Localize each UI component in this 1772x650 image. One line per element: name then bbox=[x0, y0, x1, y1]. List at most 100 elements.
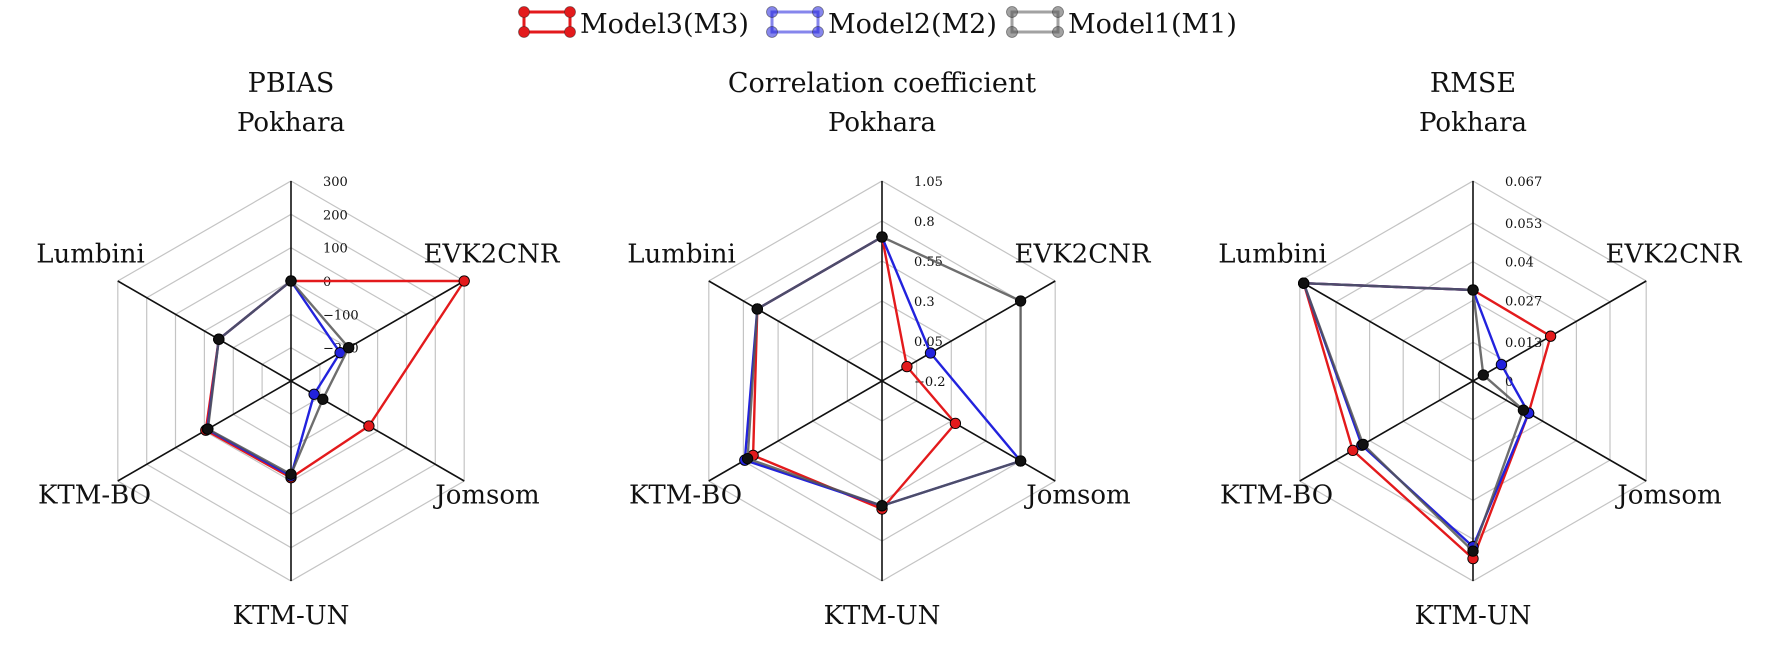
axis-label-evk2cnr: EVK2CNR bbox=[1605, 240, 1742, 270]
data-point bbox=[751, 303, 763, 315]
tick-label: 0.053 bbox=[1505, 217, 1542, 232]
axis-label-pokhara: Pokhara bbox=[1419, 108, 1527, 138]
axis-spoke bbox=[1472, 380, 1647, 482]
legend-swatch-marker bbox=[766, 26, 778, 38]
tick-label: 0 bbox=[323, 275, 331, 290]
data-point bbox=[741, 452, 754, 465]
data-point bbox=[202, 423, 214, 435]
data-point bbox=[285, 275, 297, 287]
radar-panel-rmse: RMSE 0 0.013 0.027 0.04 0.053 0.067 Pokhara EVK… bbox=[1218, 68, 1743, 631]
data-point bbox=[308, 388, 320, 400]
data-point bbox=[213, 333, 225, 345]
axis-spoke bbox=[290, 280, 465, 382]
legend-swatch-marker bbox=[518, 6, 530, 18]
legend-swatch-marker bbox=[1006, 6, 1018, 18]
legend-label-m3: Model3(M3) bbox=[580, 9, 749, 40]
axis-spoke bbox=[881, 380, 1056, 482]
axis-label-evk2cnr: EVK2CNR bbox=[1014, 240, 1151, 270]
data-point bbox=[1014, 295, 1027, 307]
series-m1 bbox=[1298, 277, 1530, 557]
tick-label: 0.04 bbox=[1505, 256, 1534, 271]
axis-label-ktm-bo: KTM-BO bbox=[629, 481, 742, 511]
radar-axes bbox=[1299, 181, 1647, 581]
axis-label-lumbini: Lumbini bbox=[627, 240, 736, 270]
tick-label: 0.3 bbox=[914, 295, 935, 310]
data-point bbox=[949, 417, 962, 430]
legend-swatch-marker bbox=[518, 26, 530, 38]
series-m2 bbox=[201, 275, 346, 482]
tick-label: 0.8 bbox=[914, 215, 935, 230]
tick-label: 0.55 bbox=[914, 255, 943, 270]
radar-axes bbox=[708, 181, 1056, 581]
legend-swatch-marker bbox=[1052, 26, 1064, 38]
chart-legend: Model3(M3) Model2(M2) Model1(M1) bbox=[518, 6, 1237, 40]
legend-swatch-marker bbox=[812, 6, 824, 18]
data-point bbox=[458, 275, 470, 287]
data-point bbox=[876, 500, 888, 512]
radar-axes bbox=[117, 181, 465, 581]
axis-label-jomsom: Jomsom bbox=[432, 481, 539, 511]
axis-spoke bbox=[708, 280, 883, 382]
axis-label-ktm-bo: KTM-BO bbox=[38, 481, 151, 511]
legend-swatch-marker bbox=[812, 26, 824, 38]
legend-swatch-marker bbox=[564, 26, 576, 38]
data-point bbox=[1495, 358, 1508, 371]
tick-label: −0.2 bbox=[914, 375, 946, 390]
legend-swatch-marker bbox=[1006, 26, 1018, 38]
data-point bbox=[285, 468, 297, 480]
series-m1 bbox=[202, 275, 355, 480]
tick-label: 0.067 bbox=[1505, 175, 1542, 190]
series-m3 bbox=[1298, 277, 1557, 565]
data-point bbox=[1347, 444, 1359, 457]
data-point bbox=[1467, 284, 1479, 296]
tick-label: 0.013 bbox=[1505, 336, 1542, 351]
legend-label-m2: Model2(M2) bbox=[828, 9, 997, 40]
axis-label-pokhara: Pokhara bbox=[237, 108, 345, 138]
legend-entry-m3: Model3(M3) bbox=[518, 6, 749, 40]
data-point bbox=[1357, 438, 1369, 451]
axis-spoke bbox=[1299, 380, 1474, 482]
tick-label: 0 bbox=[1505, 375, 1513, 390]
data-point bbox=[1517, 404, 1530, 416]
axis-label-ktm-bo: KTM-BO bbox=[1220, 481, 1333, 511]
axis-label-ktm-un: KTM-UN bbox=[824, 601, 941, 631]
legend-swatch-marker bbox=[766, 6, 778, 18]
panel-title: RMSE bbox=[1430, 68, 1516, 99]
data-point bbox=[363, 420, 375, 432]
data-point bbox=[1544, 330, 1557, 342]
panel-title: PBIAS bbox=[248, 68, 335, 99]
axis-label-ktm-un: KTM-UN bbox=[1415, 601, 1532, 631]
panel-title: Correlation coefficient bbox=[728, 68, 1036, 99]
tick-label: 1.05 bbox=[914, 175, 943, 190]
data-point bbox=[1467, 545, 1479, 557]
series-m1 bbox=[741, 231, 1027, 512]
legend-entry-m2: Model2(M2) bbox=[766, 6, 997, 40]
axis-label-lumbini: Lumbini bbox=[36, 240, 145, 270]
axis-label-pokhara: Pokhara bbox=[828, 108, 936, 138]
radar-panel-pbias: PBIAS −200−1000100200300PokharaEVK2CNRJo… bbox=[36, 68, 561, 631]
legend-swatch-marker bbox=[1052, 6, 1064, 18]
tick-label: −100 bbox=[323, 308, 359, 323]
data-point bbox=[924, 347, 937, 359]
axis-label-jomsom: Jomsom bbox=[1023, 481, 1130, 511]
data-point bbox=[317, 393, 329, 405]
legend-swatch-line bbox=[770, 10, 820, 34]
legend-swatch-marker bbox=[564, 6, 576, 18]
axis-spoke bbox=[1299, 280, 1474, 382]
data-point bbox=[1477, 369, 1489, 381]
data-point bbox=[901, 360, 913, 373]
tick-label: 300 bbox=[323, 175, 348, 190]
data-point bbox=[1298, 277, 1310, 289]
tick-label: 100 bbox=[323, 242, 348, 257]
legend-swatch-line bbox=[522, 10, 572, 34]
axis-spoke bbox=[708, 380, 883, 482]
legend-swatch-m3 bbox=[518, 6, 576, 38]
series-m2 bbox=[1298, 277, 1535, 553]
legend-swatch-line bbox=[1010, 10, 1060, 34]
axis-spoke bbox=[117, 280, 292, 382]
axis-label-ktm-un: KTM-UN bbox=[233, 601, 350, 631]
axis-label-jomsom: Jomsom bbox=[1614, 481, 1721, 511]
legend-entry-m1: Model1(M1) bbox=[1006, 6, 1237, 40]
legend-label-m1: Model1(M1) bbox=[1068, 9, 1237, 40]
